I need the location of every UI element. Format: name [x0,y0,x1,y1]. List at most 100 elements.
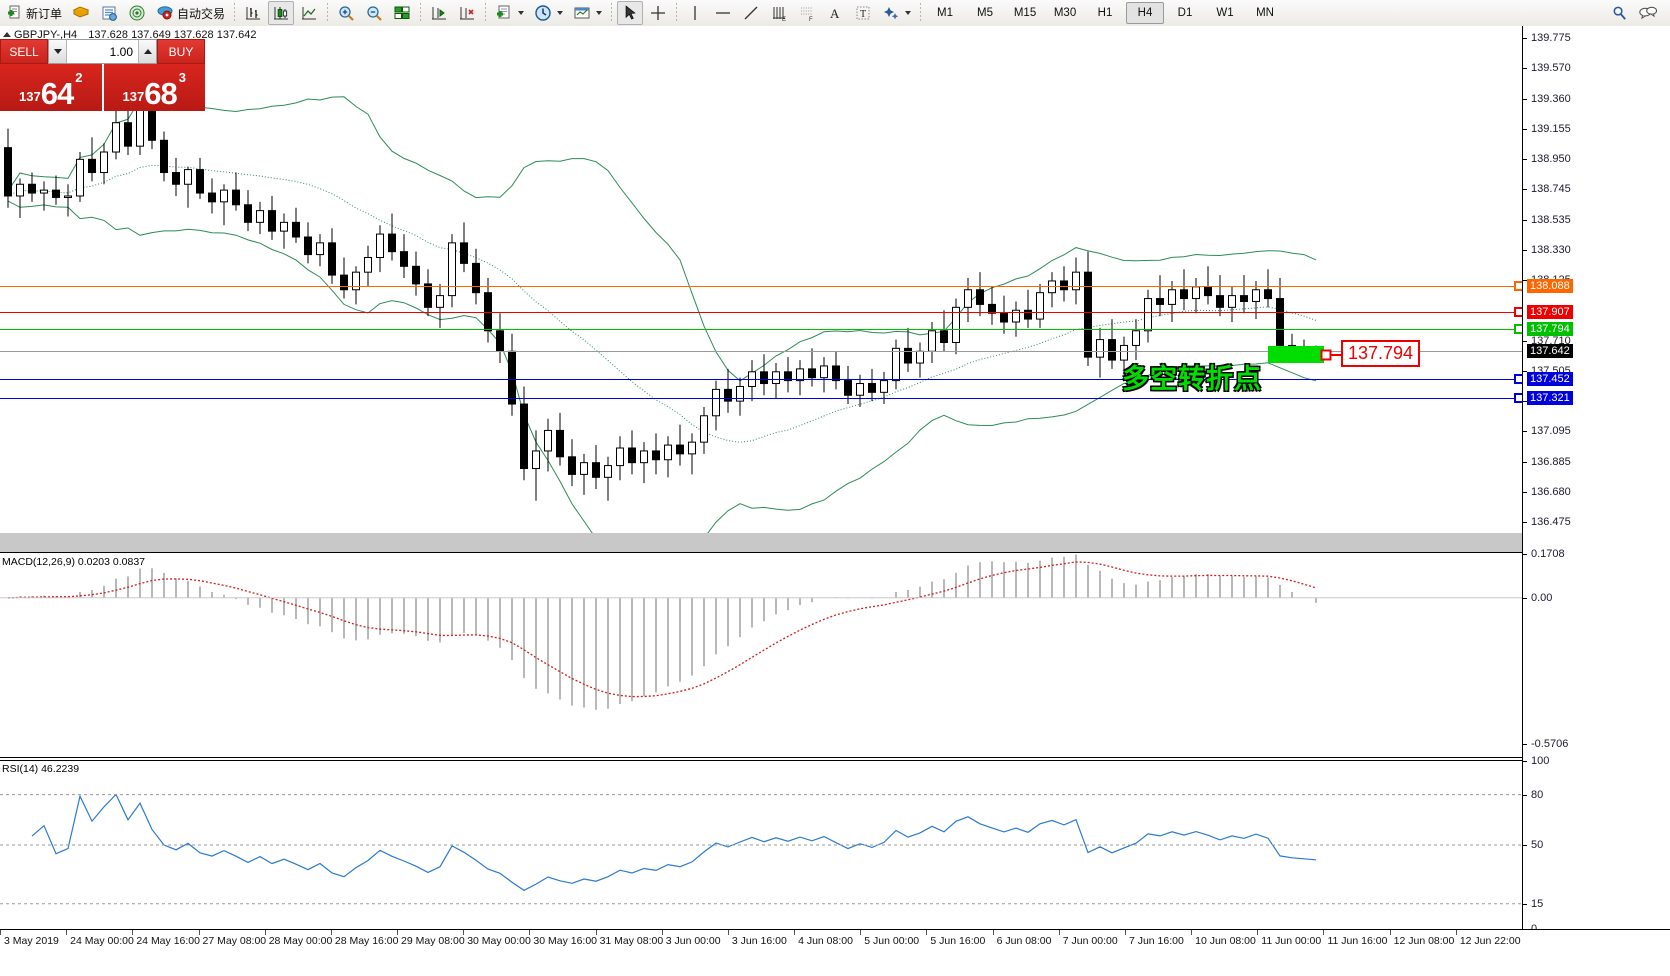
axis-tickmark [1523,371,1527,373]
templates-button[interactable] [569,1,606,25]
price-line-137-907[interactable] [0,312,1522,314]
bar-chart-button[interactable] [240,1,266,25]
indicators-button[interactable] [491,1,528,25]
price-label-137-642[interactable]: 137.642 [1527,344,1573,358]
chart-body[interactable]: GBPJPY-,H4 137.628 137.649 137.628 137.6… [0,26,1670,976]
timeframe-h1[interactable]: H1 [1097,7,1113,19]
chart-collapse-icon[interactable] [3,32,11,37]
time-label-18: 10 Jun 08:00 [1195,935,1256,947]
price-line-137-452[interactable] [0,378,1522,380]
new-order-button[interactable]: 新订单 [1,1,66,25]
price-tick-138-535: 138.535 [1531,214,1571,227]
channel-button[interactable]: F [794,1,820,25]
price-line-handle[interactable] [1514,393,1522,403]
crosshair-button[interactable] [645,1,671,25]
candlestick-chart-button[interactable] [268,1,295,25]
indicators-icon [497,5,510,19]
sell-price-display[interactable]: 137 64 2 [0,64,102,111]
rsi-pane[interactable] [0,761,1522,929]
line-chart-button[interactable] [296,1,322,25]
chevron-down-icon-4[interactable] [905,11,912,15]
sell-button[interactable]: SELL [0,39,48,64]
text-button[interactable]: A [822,1,848,25]
volume-increment-button[interactable] [138,40,156,63]
fibonacci-button[interactable]: E [766,1,792,25]
price-line-handle[interactable] [1514,307,1522,318]
new-order-icon [8,5,20,19]
toolbar-separator-4 [485,3,487,23]
text-label-button[interactable]: T [850,1,876,25]
time-label-13: 5 Jun 00:00 [864,935,920,947]
tile-windows-button[interactable] [389,1,415,25]
time-tickmark [529,930,531,935]
price-line-138-088[interactable] [0,285,1522,287]
price-label-137-321[interactable]: 137.321 [1527,391,1573,406]
volume-stepper[interactable]: 1.00 [48,39,157,64]
shift-chart-icon [432,7,447,20]
callout-anchor[interactable] [1320,349,1332,361]
axis-tickmark [1523,903,1527,905]
axis-tickmark [1523,794,1527,796]
axis-tickmark [1523,250,1527,252]
price-label-137-907[interactable]: 137.907 [1527,305,1573,320]
price-label-138-088[interactable]: 138.088 [1527,278,1573,293]
price-callout[interactable]: 137.794 [1341,340,1421,367]
zoom-in-icon [339,6,354,21]
price-scale[interactable]: 139.775 139.570 139.360 139.155 138.950 138.7… [1522,26,1670,949]
chevron-down-icon[interactable] [518,11,525,15]
volume-input[interactable]: 1.00 [67,40,138,63]
navigator-button[interactable] [124,1,150,25]
price-line-handle[interactable] [1514,323,1522,334]
buy-price-display[interactable]: 137 68 3 [103,64,205,111]
price-pane[interactable]: 多空转折点 137.794 [0,26,1522,533]
auto-trading-label: 自动交易 [177,6,226,21]
time-axis[interactable]: 3 May 2019 24 May 00:00 24 May 16:00 27 May… [0,929,1670,976]
time-tickmark [1191,930,1193,935]
price-line-handle[interactable] [1514,373,1522,384]
timeframe-m1[interactable]: M1 [937,7,954,19]
macd-pane[interactable] [0,554,1522,744]
zoom-in-button[interactable] [333,1,359,25]
timeframe-w1[interactable]: W1 [1216,7,1234,19]
price-line-137-794[interactable] [0,328,1522,330]
cursor-button[interactable] [617,1,644,25]
price-label-137-794[interactable]: 137.794 [1527,321,1573,336]
expert-advisors-button[interactable]: 自动交易 [152,1,229,25]
volume-decrement-button[interactable] [49,40,67,63]
timeframe-m5[interactable]: M5 [977,7,994,19]
rsi-tick-15: 15 [1531,897,1544,910]
vertical-line-button[interactable] [682,1,708,25]
axis-tickmark [1523,38,1527,40]
candlestick-chart-icon [274,7,289,20]
price-line-handle[interactable] [1514,280,1522,291]
auto-scroll-button[interactable] [454,1,480,25]
chart-profiles-button[interactable] [68,1,94,25]
chat-icon[interactable] [1638,5,1658,22]
price-line-137-321[interactable] [0,398,1522,399]
chevron-down-icon-vol [53,49,62,54]
timeframe-d1[interactable]: D1 [1177,7,1193,19]
shapes-button[interactable] [878,1,915,25]
timeframe-m15[interactable]: M15 [1013,7,1037,19]
price-label-137-452[interactable]: 137.452 [1527,371,1573,386]
macd-canvas [0,554,1522,710]
buy-price-big: 68 [144,76,177,111]
price-chart-canvas [4,90,1320,533]
toolbar-right-group [1611,5,1670,22]
buy-button[interactable]: BUY [157,39,205,64]
period-button[interactable] [530,1,567,25]
horizontal-line-button[interactable] [710,1,736,25]
trendline-button[interactable] [738,1,764,25]
search-icon[interactable] [1611,5,1628,22]
time-label-2: 24 May 16:00 [136,935,200,947]
zoom-out-button[interactable] [361,1,387,25]
market-watch-button[interactable] [96,1,122,25]
timeframe-mn[interactable]: MN [1256,7,1274,19]
chevron-down-icon-2[interactable] [557,11,564,15]
timeframe-h4[interactable]: H4 [1126,2,1165,24]
chevron-down-icon-3[interactable] [596,11,603,15]
price-line-137-642[interactable] [0,351,1522,352]
shift-chart-button[interactable] [426,1,452,25]
one-click-trading-panel[interactable]: SELL 1.00 BUY 137 64 2 137 68 3 [0,39,205,111]
timeframe-m30[interactable]: M30 [1053,7,1077,19]
